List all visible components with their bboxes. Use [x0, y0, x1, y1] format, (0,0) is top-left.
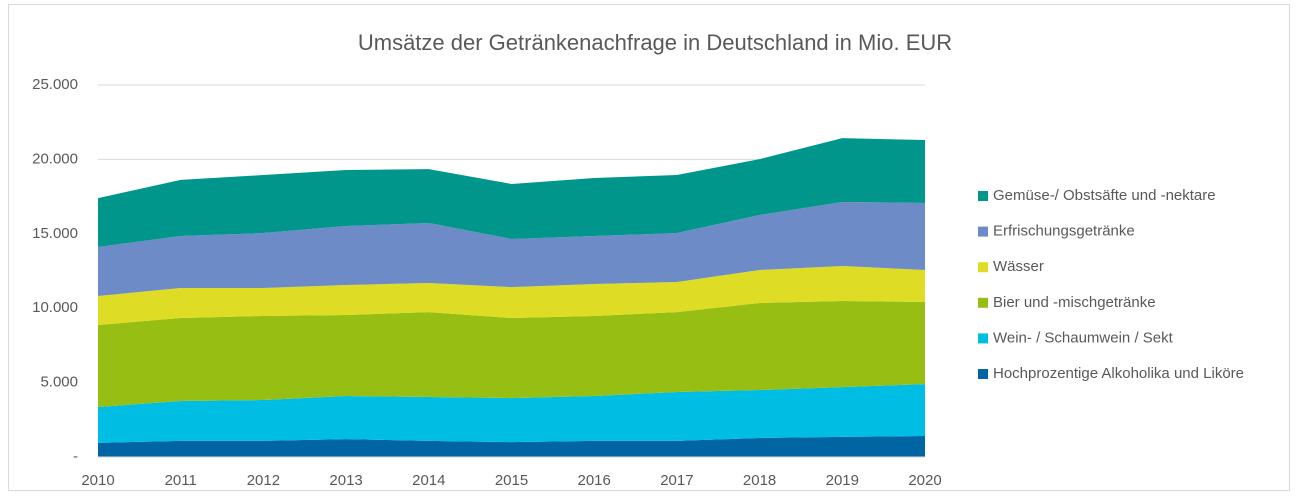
- legend-swatch: [978, 369, 988, 379]
- x-tick-label: 2018: [743, 472, 776, 489]
- legend-label: Gemüse-/ Obstsäfte und -nektare: [993, 187, 1216, 204]
- legend-label: Hochprozentige Alkoholika und Liköre: [993, 365, 1244, 382]
- y-tick-label: 20.000: [32, 150, 78, 167]
- y-tick-label: 10.000: [32, 299, 78, 316]
- legend-label: Bier und -mischgetränke: [993, 294, 1156, 311]
- legend-swatch: [978, 297, 988, 308]
- x-tick-label: 2014: [412, 472, 445, 489]
- y-tick-label: 15.000: [32, 225, 78, 242]
- legend-swatch: [978, 333, 988, 344]
- area: [98, 265, 925, 326]
- area: [98, 384, 925, 443]
- area: [98, 201, 925, 296]
- legend-swatch: [978, 262, 988, 273]
- area: [98, 436, 925, 457]
- x-tick-label: 2017: [660, 472, 693, 489]
- y-tick-label: 5.000: [40, 374, 78, 391]
- area: [98, 301, 925, 408]
- x-tick-label: 2016: [578, 472, 611, 489]
- x-tick-label: 2013: [329, 472, 362, 489]
- y-tick-label: 25.000: [32, 76, 78, 93]
- x-tick-label: 2019: [826, 472, 859, 489]
- legend-label: Wässer: [993, 258, 1044, 275]
- x-tick-label: 2011: [165, 472, 197, 489]
- legend-label: Wein- / Schaumwein / Sekt: [993, 329, 1174, 346]
- legend-swatch: [978, 226, 988, 237]
- legend-label: Erfrischungsgetränke: [993, 223, 1135, 240]
- chart-title: Umsätze der Getränkenachfrage in Deutsch…: [358, 30, 952, 55]
- area: [98, 138, 925, 248]
- x-tick-label: 2020: [908, 472, 941, 489]
- x-tick-label: 2010: [81, 472, 114, 489]
- legend-swatch: [978, 191, 988, 201]
- x-tick-label: 2012: [247, 472, 280, 489]
- x-tick-label: 2015: [495, 472, 528, 489]
- y-tick-label: -: [73, 448, 78, 465]
